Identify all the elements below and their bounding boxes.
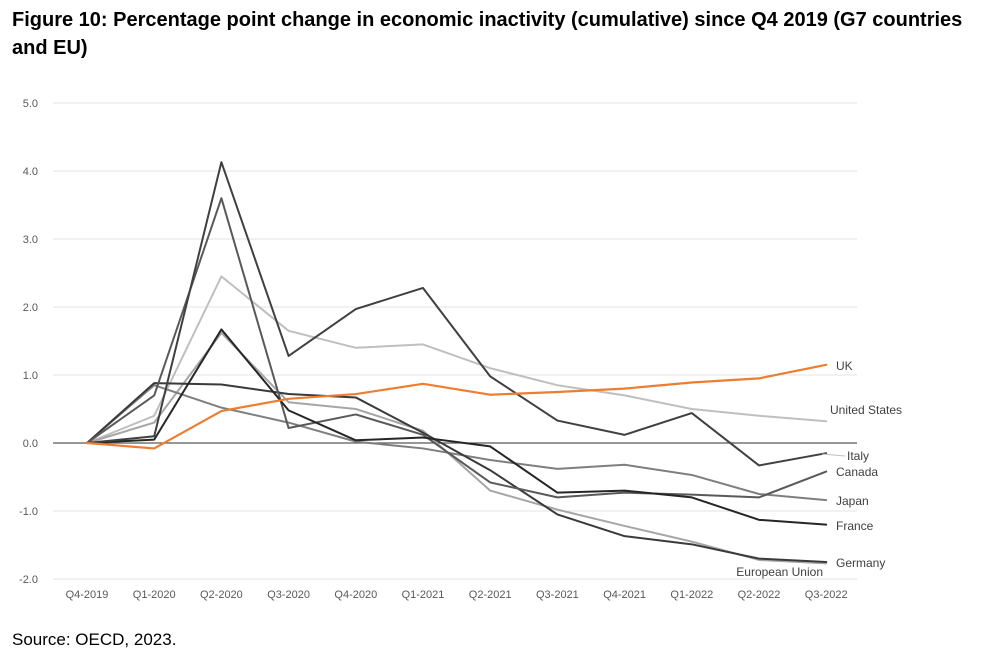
- series-labels: UK United States Italy Canada Japan France Ger…: [736, 359, 902, 579]
- x-tick-label: Q3-2022: [805, 589, 848, 601]
- series-label-italy: Italy: [847, 449, 869, 463]
- series-line-uk: [85, 363, 828, 450]
- series-label-germany: Germany: [836, 556, 885, 570]
- gridlines: [53, 102, 857, 580]
- x-tick-label: Q2-2022: [738, 589, 781, 601]
- italy-label-leader: [821, 453, 846, 457]
- x-tick-label: Q3-2020: [267, 589, 310, 601]
- y-tick-label: 3.0: [23, 234, 38, 246]
- x-tick-label: Q4-2020: [334, 589, 377, 601]
- series-line-france: [86, 328, 828, 526]
- chart-title: Figure 10: Percentage point change in ec…: [12, 9, 963, 59]
- series-lines: [85, 161, 828, 565]
- series-label-france: France: [836, 519, 874, 533]
- x-tick-label: Q1-2020: [133, 589, 176, 601]
- y-tick-label: -2.0: [19, 574, 38, 586]
- x-tick-label: Q1-2022: [670, 589, 713, 601]
- y-tick-label: 2.0: [23, 302, 38, 314]
- series-line-canada: [86, 197, 828, 499]
- series-line-italy: [86, 161, 828, 467]
- series-line-japan: [86, 384, 828, 502]
- series-label-canada: Canada: [836, 465, 878, 479]
- x-axis-ticks: Q4-2019 Q1-2020 Q2-2020 Q3-2020 Q4-2020 Q1-20…: [66, 589, 848, 601]
- x-tick-label: Q3-2021: [536, 589, 579, 601]
- series-line-united-states: [86, 275, 828, 444]
- series-line-germany: [86, 382, 828, 563]
- y-tick-label: -1.0: [19, 506, 38, 518]
- series-label-uk: UK: [836, 359, 853, 373]
- y-tick-label: 1.0: [23, 370, 38, 382]
- source-note: Source: OECD, 2023.: [12, 630, 177, 649]
- y-tick-label: 4.0: [23, 166, 38, 178]
- y-axis-ticks: 5.0 4.0 3.0 2.0 1.0 0.0 -1.0 -2.0: [19, 98, 38, 586]
- x-tick-label: Q4-2019: [66, 589, 109, 601]
- series-label-united-states: United States: [830, 403, 902, 417]
- series-label-european-union: European Union: [736, 565, 823, 579]
- y-tick-label: 5.0: [23, 98, 38, 110]
- x-tick-label: Q1-2021: [402, 589, 445, 601]
- x-tick-label: Q4-2021: [603, 589, 646, 601]
- x-tick-label: Q2-2020: [200, 589, 243, 601]
- series-label-japan: Japan: [836, 494, 869, 508]
- y-tick-label: 0.0: [23, 438, 38, 450]
- x-tick-label: Q2-2021: [469, 589, 512, 601]
